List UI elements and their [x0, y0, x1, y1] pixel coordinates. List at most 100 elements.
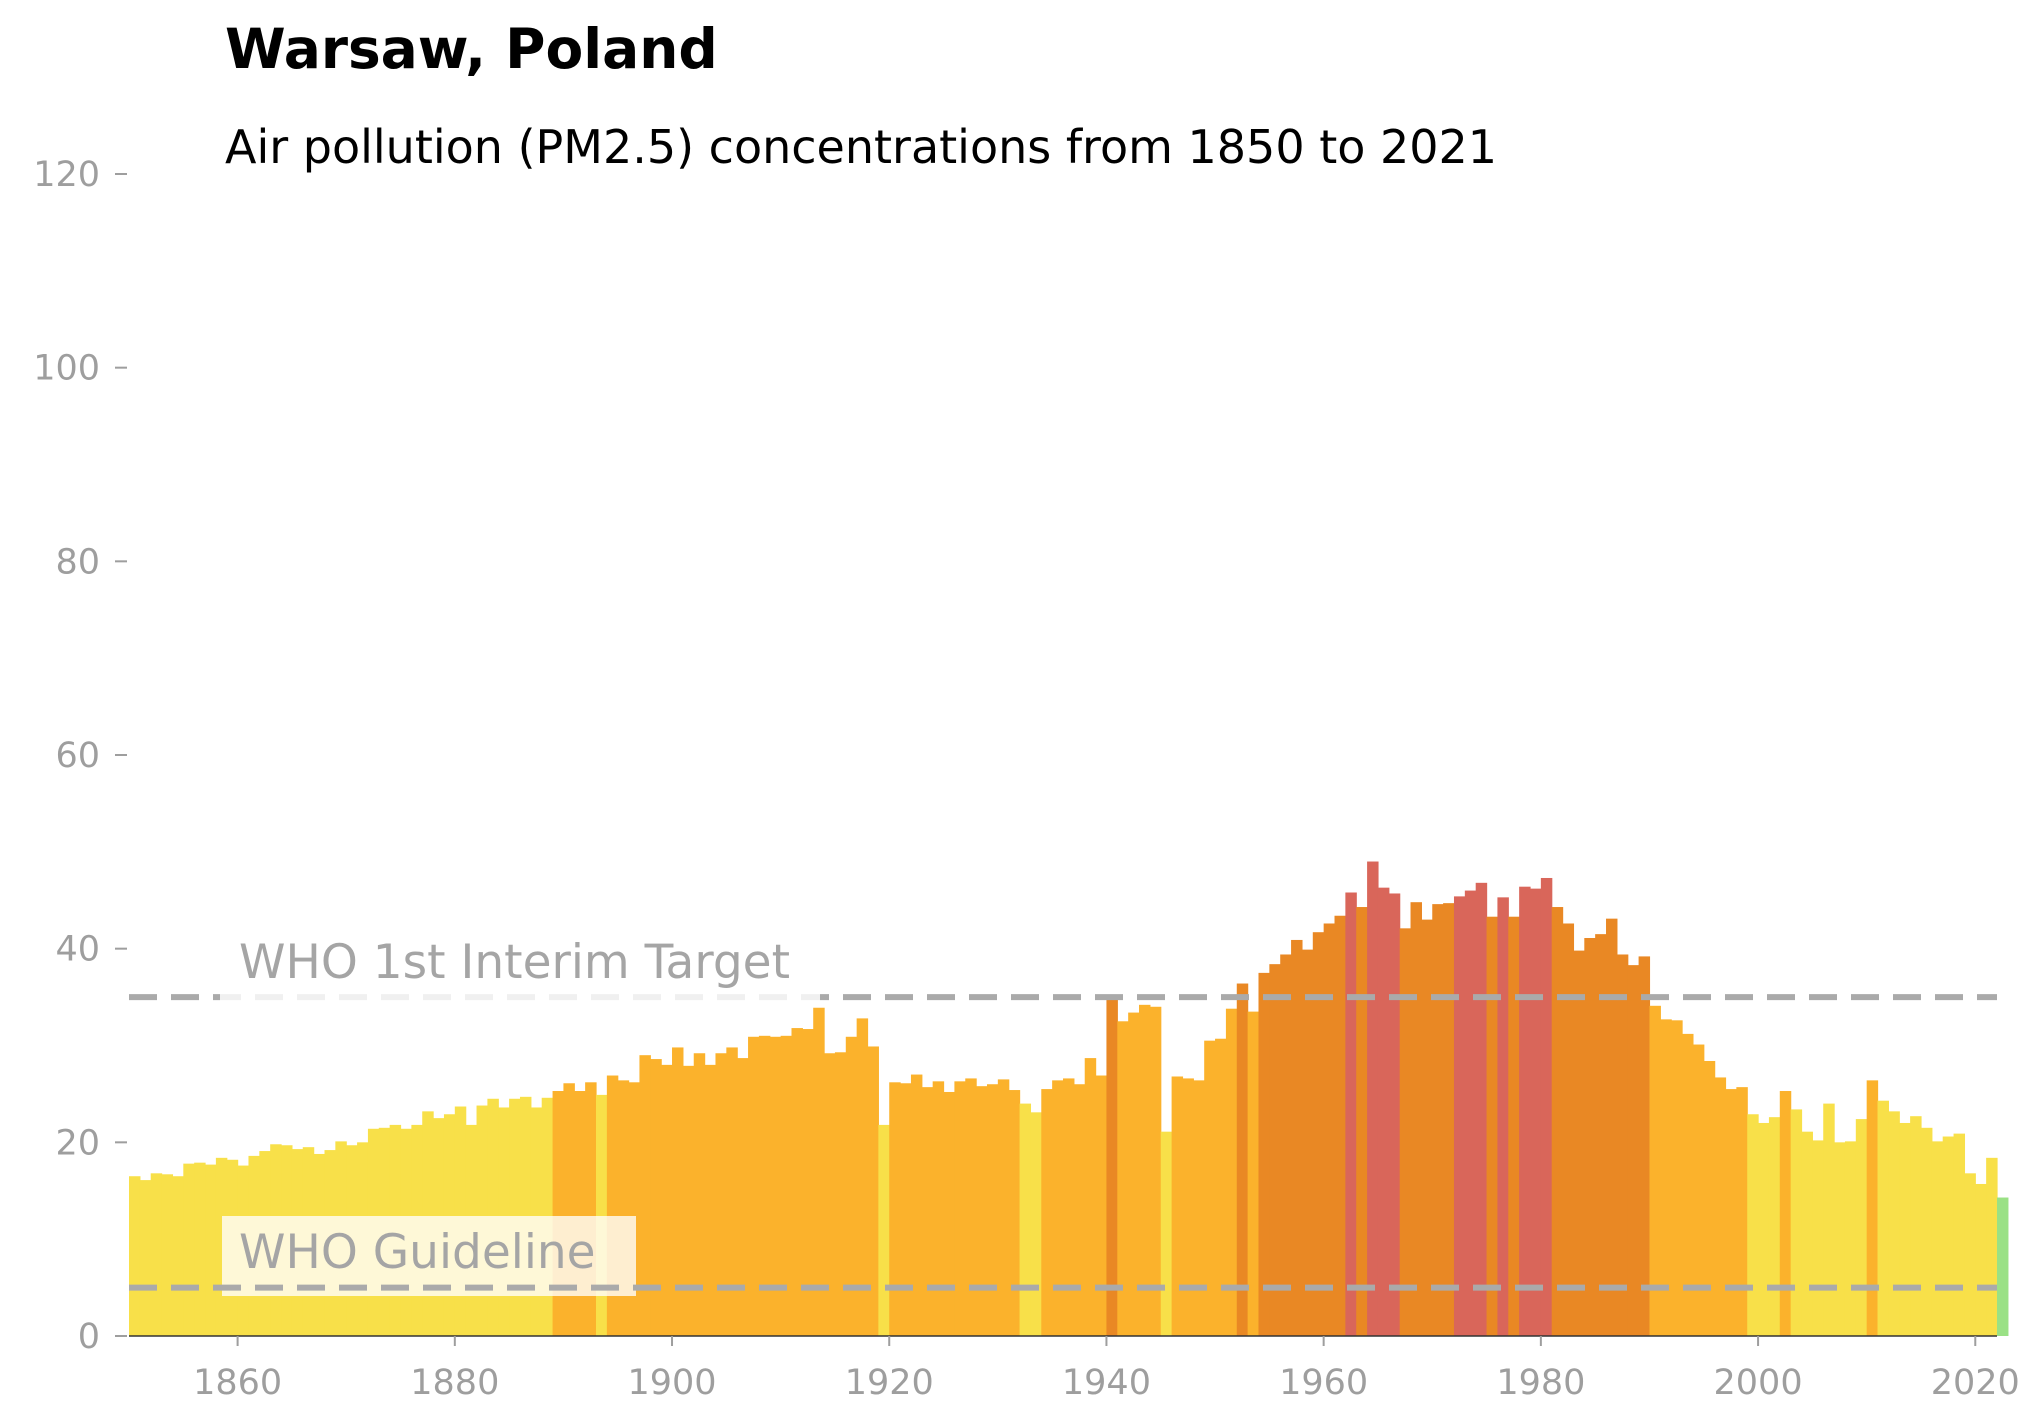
bar-2002 [1779, 1091, 1792, 1336]
bar-2007 [1834, 1142, 1846, 1336]
bar-1967 [1399, 928, 1412, 1336]
bar-1961 [1334, 915, 1346, 1336]
x-tick-label-1900: 1900 [627, 1363, 716, 1403]
chart-subtitle: Air pollution (PM2.5) concentrations fro… [225, 120, 1497, 174]
bar-1953 [1247, 1011, 1260, 1336]
bar-1898 [650, 1059, 662, 1336]
bar-1996 [1714, 1077, 1727, 1336]
bar-1924 [932, 1081, 945, 1336]
bar-1943 [1139, 1004, 1151, 1336]
bar-1858 [215, 1157, 228, 1336]
bar-2009 [1855, 1119, 1868, 1336]
bar-1855 [183, 1163, 195, 1336]
bar-1850 [129, 1176, 141, 1336]
bar-1992 [1671, 1020, 1683, 1336]
y-axis: 0 20 40 60 80 100 120 [33, 155, 127, 1357]
bar-1958 [1301, 949, 1314, 1336]
y-tick-label-60: 60 [55, 736, 100, 776]
bar-2020 [1975, 1183, 1987, 1336]
bar-1982 [1562, 923, 1575, 1336]
bar-2013 [1899, 1122, 1911, 1336]
bar-1904 [715, 1053, 727, 1336]
bar-1923 [921, 1087, 934, 1336]
y-tick-label-0: 0 [78, 1317, 100, 1357]
bar-1978 [1519, 886, 1531, 1336]
bar-2019 [1964, 1173, 1976, 1336]
bar-1981 [1551, 907, 1564, 1336]
bar-1919 [878, 1124, 890, 1336]
x-tick-label-2000: 2000 [1714, 1363, 1803, 1403]
bar-1928 [976, 1086, 988, 1336]
bar-1889 [552, 1091, 565, 1336]
bar-1930 [997, 1079, 1010, 1336]
bar-1956 [1280, 954, 1292, 1336]
bar-1939 [1095, 1075, 1108, 1336]
bar-2016 [1931, 1141, 1944, 1336]
y-tick-label-40: 40 [55, 930, 100, 970]
bar-1900 [672, 1047, 684, 1336]
bar-1944 [1149, 1006, 1162, 1336]
bar-1998 [1736, 1087, 1748, 1336]
bar-1907 [748, 1036, 760, 1336]
bar-1976 [1497, 897, 1509, 1336]
bar-1902 [693, 1053, 706, 1336]
bar-1955 [1269, 964, 1281, 1336]
bar-2014 [1910, 1116, 1922, 1336]
x-tick-label-1880: 1880 [410, 1363, 499, 1403]
bar-1926 [954, 1081, 966, 1336]
bar-1995 [1703, 1060, 1716, 1336]
bar-1938 [1084, 1058, 1097, 1336]
bar-1892 [585, 1082, 597, 1336]
bar-1915 [834, 1052, 847, 1336]
bar-1917 [856, 1018, 869, 1336]
bar-1972 [1453, 896, 1466, 1336]
bar-1891 [574, 1091, 586, 1336]
bar-2022 [1997, 1197, 2009, 1336]
bar-1911 [791, 1028, 803, 1336]
bar-1908 [758, 1035, 771, 1336]
bar-1857 [205, 1164, 217, 1336]
bar-1988 [1627, 965, 1640, 1336]
bar-1952 [1236, 983, 1249, 1336]
x-tick-label-1980: 1980 [1496, 1363, 1585, 1403]
bar-1973 [1464, 890, 1477, 1336]
bar-2004 [1801, 1131, 1813, 1336]
bar-2012 [1888, 1111, 1900, 1336]
bar-1948 [1193, 1080, 1205, 1336]
y-tick-label-80: 80 [55, 542, 100, 582]
bar-1985 [1595, 934, 1607, 1336]
bar-1854 [172, 1176, 184, 1336]
ref-label-who-guideline: WHO Guideline [239, 1225, 596, 1280]
bar-2000 [1758, 1122, 1770, 1336]
y-tick-label-100: 100 [33, 349, 100, 389]
x-tick-label-1920: 1920 [845, 1363, 934, 1403]
bar-1852 [150, 1173, 163, 1336]
bar-2011 [1877, 1100, 1889, 1336]
bar-1971 [1443, 903, 1455, 1336]
bar-1936 [1063, 1078, 1075, 1336]
bar-1968 [1410, 902, 1422, 1336]
bar-1962 [1345, 892, 1357, 1336]
y-tick-label-20: 20 [55, 1123, 100, 1163]
bar-2003 [1790, 1109, 1803, 1336]
bar-1906 [737, 1058, 749, 1336]
bar-1959 [1312, 932, 1325, 1336]
bar-1856 [194, 1162, 206, 1336]
x-tick-label-2020: 2020 [1931, 1363, 2020, 1403]
bar-1893 [596, 1094, 608, 1336]
bar-1929 [986, 1084, 999, 1336]
bar-1950 [1215, 1038, 1227, 1336]
bar-1851 [139, 1180, 152, 1336]
bar-2017 [1942, 1136, 1955, 1336]
bar-2001 [1768, 1117, 1781, 1336]
bar-1912 [802, 1029, 814, 1336]
bar-1987 [1616, 954, 1629, 1336]
bar-1947 [1182, 1078, 1194, 1336]
bar-1935 [1052, 1080, 1064, 1336]
bar-1977 [1508, 916, 1520, 1336]
bar-1954 [1258, 972, 1270, 1337]
bar-1970 [1432, 904, 1444, 1336]
x-axis: 1860 1880 1900 1920 1940 1960 1980 2000 2020 [129, 1335, 2020, 1403]
ref-label-box [222, 1216, 636, 1296]
